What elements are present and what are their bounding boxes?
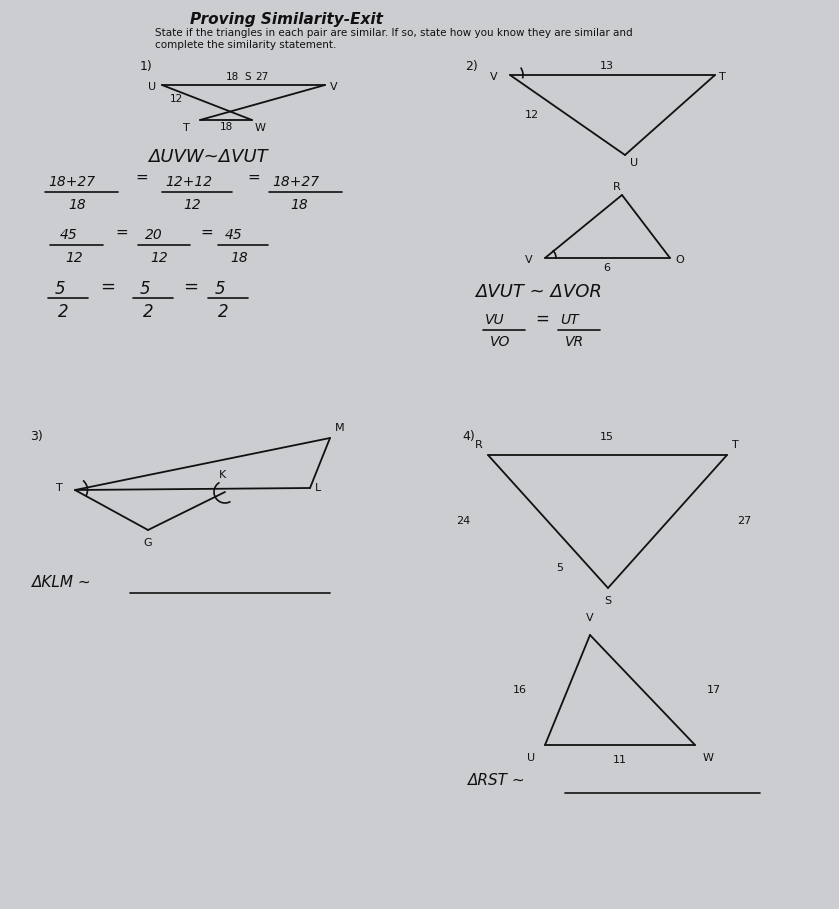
Text: T: T bbox=[732, 440, 739, 450]
Text: 1): 1) bbox=[140, 60, 153, 73]
Text: 12: 12 bbox=[525, 110, 539, 120]
Text: 12: 12 bbox=[183, 198, 201, 212]
Text: T: T bbox=[183, 123, 190, 133]
Text: 16: 16 bbox=[513, 685, 527, 695]
Text: complete the similarity statement.: complete the similarity statement. bbox=[155, 40, 336, 50]
Text: U: U bbox=[527, 753, 535, 763]
Text: VU: VU bbox=[485, 313, 504, 327]
Text: G: G bbox=[143, 538, 153, 548]
Text: 5: 5 bbox=[215, 280, 226, 298]
Text: =: = bbox=[115, 225, 128, 240]
Text: V: V bbox=[586, 613, 594, 623]
Text: =: = bbox=[247, 170, 260, 185]
Text: 45: 45 bbox=[225, 228, 242, 242]
Text: =: = bbox=[183, 278, 198, 296]
Text: 12: 12 bbox=[150, 251, 168, 265]
Text: 18: 18 bbox=[230, 251, 248, 265]
Text: 6: 6 bbox=[603, 263, 611, 273]
Text: K: K bbox=[219, 470, 227, 480]
Text: 2: 2 bbox=[58, 303, 69, 321]
Text: 17: 17 bbox=[707, 685, 722, 695]
Text: 11: 11 bbox=[613, 755, 627, 765]
Text: 12+12: 12+12 bbox=[165, 175, 212, 189]
Text: State if the triangles in each pair are similar. If so, state how you know they : State if the triangles in each pair are … bbox=[155, 28, 633, 38]
Text: 24: 24 bbox=[456, 516, 470, 526]
Text: W: W bbox=[255, 123, 266, 133]
Text: 20: 20 bbox=[145, 228, 163, 242]
Text: =: = bbox=[100, 278, 115, 296]
Text: 2: 2 bbox=[143, 303, 154, 321]
Text: 2: 2 bbox=[218, 303, 228, 321]
Text: S: S bbox=[604, 596, 612, 606]
Text: 15: 15 bbox=[600, 432, 614, 442]
Text: =: = bbox=[200, 225, 213, 240]
Text: =: = bbox=[135, 170, 148, 185]
Text: 45: 45 bbox=[60, 228, 78, 242]
Text: ΔRST ~: ΔRST ~ bbox=[468, 773, 525, 788]
Text: 12: 12 bbox=[170, 94, 183, 104]
Text: V: V bbox=[330, 82, 337, 92]
Text: T: T bbox=[56, 483, 63, 493]
Text: =: = bbox=[535, 310, 549, 328]
Text: R: R bbox=[613, 182, 621, 192]
Text: V: V bbox=[525, 255, 533, 265]
Text: M: M bbox=[335, 423, 345, 433]
Text: 18: 18 bbox=[219, 122, 232, 132]
Text: 27: 27 bbox=[255, 72, 268, 82]
Text: 18+27: 18+27 bbox=[48, 175, 95, 189]
Text: 2): 2) bbox=[465, 60, 477, 73]
Text: ΔKLM ~: ΔKLM ~ bbox=[32, 575, 91, 590]
Text: S: S bbox=[245, 72, 252, 82]
Text: 27: 27 bbox=[737, 516, 751, 526]
Text: 4): 4) bbox=[462, 430, 475, 443]
Text: ΔUVW~ΔVUT: ΔUVW~ΔVUT bbox=[148, 148, 268, 166]
Text: L: L bbox=[315, 483, 321, 493]
Text: T: T bbox=[719, 72, 726, 82]
Text: 5: 5 bbox=[140, 280, 151, 298]
Text: 18: 18 bbox=[68, 198, 86, 212]
Text: ΔVUT ~ ΔVOR: ΔVUT ~ ΔVOR bbox=[475, 283, 602, 301]
Text: U: U bbox=[148, 82, 156, 92]
Text: W: W bbox=[703, 753, 714, 763]
Text: Proving Similarity-Exit: Proving Similarity-Exit bbox=[190, 12, 383, 27]
Text: 13: 13 bbox=[600, 61, 614, 71]
Text: V: V bbox=[490, 72, 498, 82]
Text: 3): 3) bbox=[30, 430, 43, 443]
Text: 5: 5 bbox=[55, 280, 65, 298]
Text: O: O bbox=[675, 255, 684, 265]
Text: 18: 18 bbox=[226, 72, 238, 82]
Text: 18: 18 bbox=[290, 198, 308, 212]
Text: 12: 12 bbox=[65, 251, 83, 265]
Text: R: R bbox=[475, 440, 483, 450]
Text: VR: VR bbox=[565, 335, 584, 349]
Text: 18+27: 18+27 bbox=[272, 175, 319, 189]
Text: U: U bbox=[630, 158, 638, 168]
Text: UT: UT bbox=[560, 313, 579, 327]
Text: VO: VO bbox=[490, 335, 510, 349]
Text: 5: 5 bbox=[556, 563, 563, 573]
